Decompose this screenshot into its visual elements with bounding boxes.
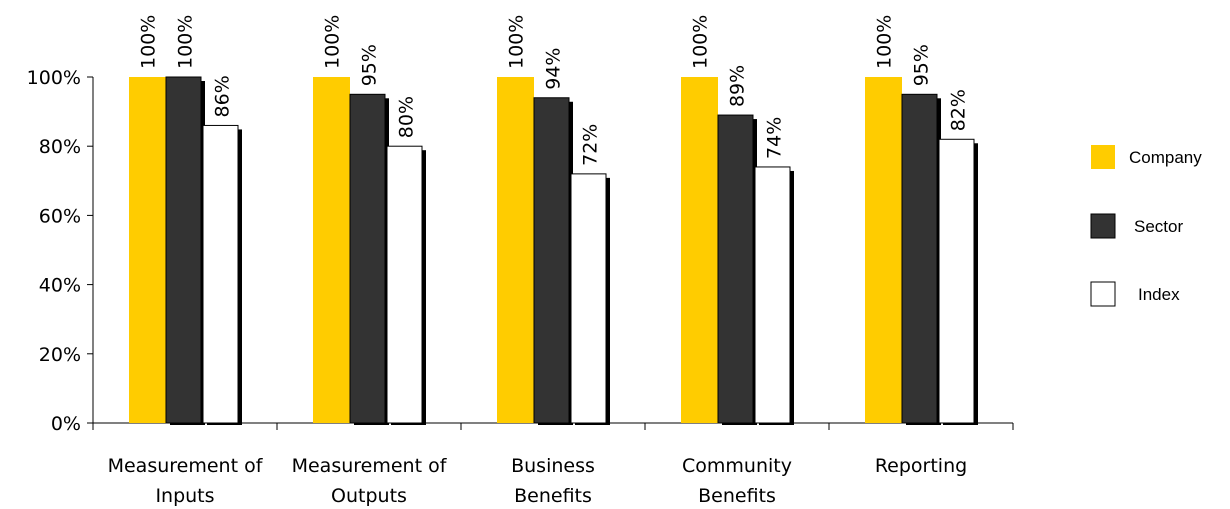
bar-company xyxy=(865,77,902,423)
data-label: 80% xyxy=(396,96,418,138)
legend-label: Index xyxy=(1138,285,1180,304)
x-category-label: Business xyxy=(511,455,595,477)
legend-swatch-index xyxy=(1090,281,1116,307)
x-category-label: Community xyxy=(682,455,792,477)
legend-label: Company xyxy=(1129,148,1202,167)
x-category-label: Measurement of xyxy=(292,455,448,477)
x-category-label: Benefits xyxy=(698,485,776,507)
data-label: 95% xyxy=(359,44,381,86)
legend-label: Sector xyxy=(1134,217,1183,236)
bar-sector xyxy=(349,93,386,424)
x-category-label: Benefits xyxy=(514,485,592,507)
data-label: 100% xyxy=(322,15,344,69)
data-label: 86% xyxy=(212,75,234,117)
legend-swatch-company xyxy=(1091,145,1115,169)
data-label: 100% xyxy=(690,15,712,69)
data-label: 100% xyxy=(138,15,160,69)
bar-index xyxy=(938,138,975,424)
bar-company xyxy=(129,77,166,423)
y-tick-label: 20% xyxy=(39,344,81,366)
bar-sector xyxy=(901,93,938,424)
y-tick-label: 80% xyxy=(39,136,81,158)
bar-sector xyxy=(533,97,570,424)
data-label: 100% xyxy=(175,15,197,69)
bar-index xyxy=(570,173,607,424)
data-label: 89% xyxy=(727,65,749,107)
bar-sector xyxy=(165,76,202,424)
bar-index xyxy=(386,145,423,424)
y-tick-label: 0% xyxy=(51,413,81,435)
x-category-label: Inputs xyxy=(155,485,214,507)
data-label: 100% xyxy=(874,15,896,69)
data-label: 74% xyxy=(764,117,786,159)
bar-index xyxy=(754,166,791,424)
bar-company xyxy=(681,77,718,423)
bar-index xyxy=(202,124,239,424)
legend-swatch-sector xyxy=(1090,213,1116,239)
data-label: 82% xyxy=(948,89,970,131)
data-label: 95% xyxy=(911,44,933,86)
x-category-label: Outputs xyxy=(331,485,407,507)
data-label: 100% xyxy=(506,15,528,69)
y-tick-label: 100% xyxy=(27,67,81,89)
bar-company xyxy=(313,77,350,423)
bar-company xyxy=(497,77,534,423)
y-tick-label: 40% xyxy=(39,275,81,297)
y-tick-label: 60% xyxy=(39,205,81,227)
x-category-label: Measurement of xyxy=(108,455,264,477)
data-label: 72% xyxy=(580,124,602,166)
data-label: 94% xyxy=(543,48,565,90)
bar-sector xyxy=(717,114,754,424)
x-category-label: Reporting xyxy=(875,455,967,477)
